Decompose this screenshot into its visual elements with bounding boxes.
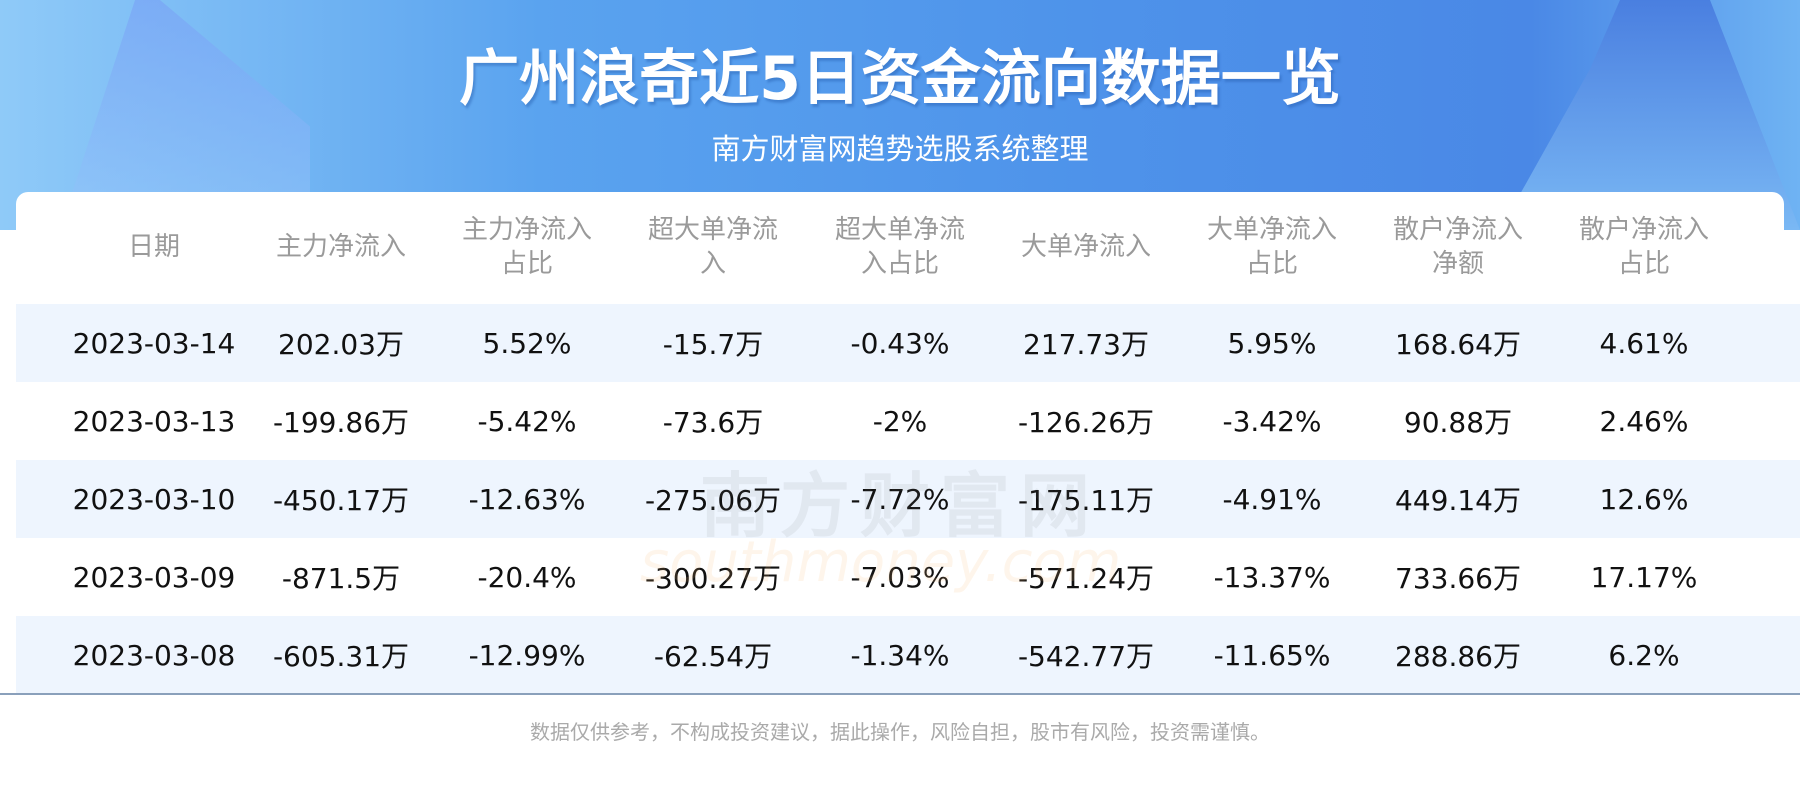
- table-cell: -871.5万: [281, 562, 401, 595]
- table-row: 2023-03-14 202.03万 5.52% -15.7万 -0.43% 217.73…: [16, 304, 1800, 382]
- column-header-line: 大单净流入: [1206, 215, 1337, 245]
- column-header-line: 主力净流入: [275, 232, 406, 262]
- page-subtitle: 南方财富网趋势选股系统整理: [711, 132, 1089, 166]
- table-cell: 5.52%: [482, 326, 572, 360]
- column-header: 超大单净流入: [620, 213, 806, 281]
- column-header-line: 超大单净流: [647, 215, 778, 245]
- table-cell: -605.31万: [272, 640, 410, 673]
- table-cell: 17.17%: [1590, 560, 1698, 594]
- column-header: 主力净流入 占比: [434, 213, 620, 281]
- table-cell: -12.63%: [468, 482, 586, 516]
- table-cell: 288.86万: [1395, 640, 1521, 673]
- table-cell: 2023-03-10: [72, 482, 236, 516]
- table-cell: -7.03%: [850, 560, 950, 594]
- column-header-line: 主力净流入: [461, 215, 592, 245]
- table-cell: -15.7万: [662, 328, 764, 361]
- column-header: 大单净流入: [993, 230, 1179, 264]
- column-header-line: 超大单净流: [834, 215, 965, 245]
- table-cell: 2.46%: [1599, 404, 1689, 438]
- table-bottom-divider: [0, 693, 1800, 695]
- page-title: 广州浪奇近5日资金流向数据一览: [459, 44, 1341, 114]
- watermark-logo: 南方财富网: [700, 465, 1100, 547]
- watermark-logo-en: southmoney.com: [640, 530, 1122, 595]
- header-banner: 广州浪奇近5日资金流向数据一览 南方财富网趋势选股系统整理: [0, 0, 1800, 230]
- table-cell: 4.61%: [1599, 326, 1689, 360]
- table-row: 2023-03-13 -199.86万 -5.42% -73.6万 -2% -126.26…: [16, 382, 1800, 460]
- table-cell: 217.73万: [1023, 328, 1149, 361]
- column-header: 日期: [61, 230, 247, 264]
- table-row: 2023-03-10 -450.17万 -12.63% -275.06万 -7.72% -…: [16, 460, 1800, 538]
- table-cell: 12.6%: [1599, 482, 1689, 516]
- table-cell: -275.06万: [644, 484, 782, 517]
- column-header-line: 日期: [127, 232, 180, 262]
- table-cell: -126.26万: [1017, 406, 1155, 439]
- column-header: 大单净流入 占比: [1179, 213, 1365, 281]
- table-cell: 6.2%: [1608, 638, 1680, 672]
- table-cell: -62.54万: [653, 640, 773, 673]
- table-cell: -2%: [872, 404, 928, 438]
- table-cell: 168.64万: [1395, 328, 1521, 361]
- table-cell: -300.27万: [644, 562, 782, 595]
- table-cell: -1.34%: [850, 638, 950, 672]
- column-header: 超大单净流 入占比: [807, 213, 993, 281]
- column-header-line: 占比: [1617, 249, 1670, 279]
- table-cell: -175.11万: [1017, 484, 1155, 517]
- table-cell: -5.42%: [477, 404, 577, 438]
- column-header-line: 入占比: [860, 249, 939, 279]
- table-cell: -11.65%: [1213, 638, 1331, 672]
- table-cell: -20.4%: [477, 560, 577, 594]
- table-cell: -7.72%: [850, 482, 950, 516]
- table-cell: -4.91%: [1222, 482, 1322, 516]
- table-cell: -13.37%: [1213, 560, 1331, 594]
- table-cell: -199.86万: [272, 406, 410, 439]
- table-row: 2023-03-09 -871.5万 -20.4% -300.27万 -7.03% -57…: [16, 538, 1800, 616]
- disclaimer: 数据仅供参考，不构成投资建议，据此操作，风险自担，股市有风险，投资需谨慎。: [530, 720, 1270, 744]
- column-header: 散户净流入 占比: [1551, 213, 1737, 281]
- table-cell: 2023-03-09: [72, 560, 236, 594]
- column-header-line: 散户净流入: [1392, 215, 1523, 245]
- column-header-line: 净额: [1431, 249, 1484, 279]
- column-header-line: 占比: [1245, 249, 1298, 279]
- table-cell: 733.66万: [1395, 562, 1521, 595]
- table-cell: -542.77万: [1017, 640, 1155, 673]
- table-cell: 449.14万: [1395, 484, 1521, 517]
- table-row: 2023-03-08 -605.31万 -12.99% -62.54万 -1.34% -5…: [16, 616, 1800, 694]
- table-cell: -3.42%: [1222, 404, 1322, 438]
- table-cell: 2023-03-13: [72, 404, 236, 438]
- table-cell: -73.6万: [662, 406, 764, 439]
- column-header: 主力净流入: [248, 230, 434, 264]
- table-cell: 5.95%: [1227, 326, 1317, 360]
- table-cell: -0.43%: [850, 326, 950, 360]
- table-cell: -450.17万: [272, 484, 410, 517]
- table-cell: 2023-03-08: [72, 638, 236, 672]
- table-cell: 2023-03-14: [72, 326, 236, 360]
- column-header-line: 入: [699, 249, 726, 279]
- column-header-line: 散户净流入: [1578, 215, 1709, 245]
- column-header-line: 占比: [500, 249, 553, 279]
- table-cell: -571.24万: [1017, 562, 1155, 595]
- table-cell: 90.88万: [1403, 406, 1513, 439]
- column-header-line: 大单净流入: [1020, 232, 1151, 262]
- table-cell: -12.99%: [468, 638, 586, 672]
- table-cell: 202.03万: [278, 328, 404, 361]
- column-header: 散户净流入 净额: [1365, 213, 1551, 281]
